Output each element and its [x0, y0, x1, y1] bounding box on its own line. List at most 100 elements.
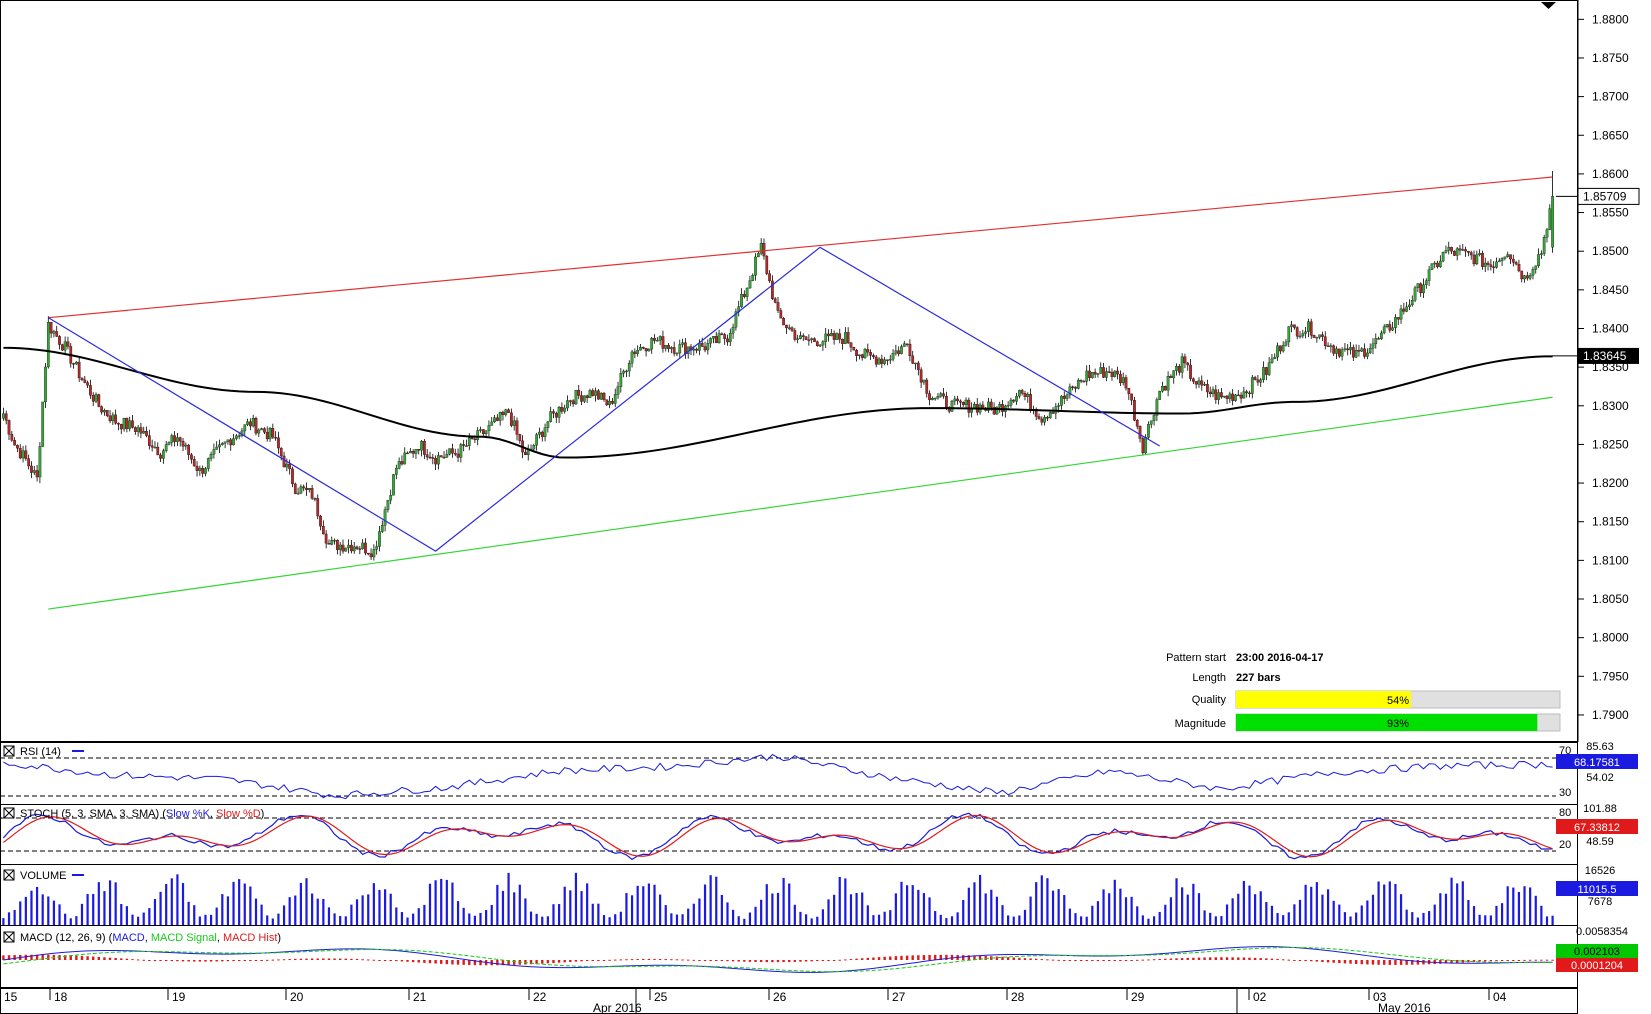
macd-hist-bar: [434, 960, 437, 964]
macd-hist-bar: [103, 957, 106, 960]
macd-hist-bar: [782, 960, 785, 963]
candle-body: [1343, 348, 1347, 350]
magnitude-bar-fill: [1236, 714, 1538, 731]
candle-body: [577, 389, 581, 396]
candle-body: [1312, 335, 1316, 338]
candle-body: [1105, 371, 1108, 378]
volume-bar: [355, 899, 359, 925]
volume-bar: [181, 883, 185, 925]
candle-body: [818, 344, 822, 347]
candle-body: [762, 243, 766, 257]
volume-bar: [687, 908, 690, 925]
volume-bar: [64, 913, 67, 925]
macd-hist-bar: [193, 960, 196, 962]
macd-hist-bar: [41, 954, 44, 960]
macd-hist-bar: [860, 958, 864, 960]
candle-body: [417, 449, 421, 451]
candle-body: [720, 333, 724, 335]
volume-bar: [350, 904, 353, 925]
volume-bar: [793, 904, 796, 925]
stoch-label-k: Slow %K: [166, 808, 211, 820]
candle-body: [1267, 362, 1271, 375]
volume-bar: [748, 912, 752, 925]
volume-bar: [754, 906, 757, 925]
stoch-level-20-label: 20: [1559, 839, 1571, 851]
macd-hist-bar: [703, 960, 707, 961]
candle-body: [2, 413, 5, 419]
main-pane: 1.8800 1.8750 1.8700 1.8650 1.8600 1.8550 1.85…: [0, 0, 1640, 742]
macd-hist-bar: [855, 958, 858, 960]
macd-hist-bar: [754, 960, 757, 962]
volume-bar: [1175, 878, 1178, 925]
macd-hist-bar: [2, 955, 5, 960]
macd-hist-bar: [1253, 957, 1257, 960]
macd-hist-bar: [866, 957, 870, 960]
candle-body: [32, 470, 36, 473]
volume-bar: [1035, 882, 1038, 925]
candle-body: [726, 338, 729, 343]
candle-body: [515, 420, 519, 435]
macd-hist-bar: [209, 960, 213, 962]
candle-body: [1458, 248, 1462, 251]
candle-body: [1523, 275, 1526, 280]
candle-body: [408, 451, 412, 454]
macd-hist-bar: [647, 958, 651, 960]
candle-body: [796, 338, 799, 340]
candle-body: [1548, 208, 1552, 230]
volume-bar: [1394, 883, 1397, 925]
macd-hist-bar: [675, 959, 679, 961]
macd-hist-bar: [1281, 959, 1285, 961]
candle-body: [1363, 348, 1366, 357]
macd-hist-bar: [232, 960, 235, 962]
candle-body: [1503, 256, 1507, 259]
pane-menu-arrow-icon[interactable]: [1541, 2, 1556, 9]
macd-hist-bar: [1018, 957, 1021, 960]
candle-body: [1326, 345, 1330, 348]
macd-hist-bar: [1321, 960, 1324, 962]
macd-hist-bar: [1450, 960, 1453, 964]
month-label: Apr 2016: [593, 1001, 642, 1014]
volume-bar: [1321, 894, 1324, 925]
volume-bar: [1124, 897, 1128, 925]
candle-body: [204, 468, 207, 474]
candle-body: [695, 348, 698, 351]
candle-body: [1371, 343, 1375, 349]
candle-body: [52, 331, 56, 334]
candle-body: [336, 539, 339, 550]
candle-body: [246, 421, 249, 425]
volume-bar: [788, 883, 791, 925]
stoch-scale-top: 101.88: [1583, 803, 1617, 815]
candle-body: [114, 414, 118, 424]
candle-body: [386, 499, 390, 510]
volume-bar: [580, 891, 583, 925]
candle-body: [128, 420, 132, 429]
candle-body: [1284, 341, 1288, 346]
volume-bar: [468, 913, 471, 925]
candle-body: [75, 361, 78, 365]
volume-bar: [1349, 916, 1352, 925]
volume-bar: [1040, 875, 1043, 925]
macd-hist-bar: [962, 955, 965, 960]
candle-body: [731, 326, 735, 334]
price-tick-label: 1.8400: [1592, 321, 1629, 335]
candle-body: [510, 412, 513, 426]
candle-body: [1079, 380, 1083, 382]
macd-hist-bar: [479, 960, 482, 966]
volume-bar: [434, 880, 437, 925]
macd-hist-bar: [849, 959, 853, 961]
macd-hist-bar: [108, 957, 112, 960]
macd-hist-bar: [574, 960, 578, 962]
macd-hist-bar: [939, 954, 942, 960]
time-tick-label: 20: [290, 990, 304, 1004]
macd-hist-bar: [928, 954, 931, 960]
macd-hist-bar: [153, 960, 157, 961]
candle-body: [670, 347, 673, 349]
candle-body: [66, 341, 70, 347]
macd-hist-bar: [883, 956, 886, 960]
macd-hist-bar: [1225, 957, 1229, 960]
macd-hist-bar: [131, 959, 134, 961]
candle-body: [1279, 345, 1282, 352]
candle-body: [35, 470, 39, 478]
candle-body: [776, 302, 780, 311]
last-price-label: 1.85709: [1583, 189, 1627, 203]
